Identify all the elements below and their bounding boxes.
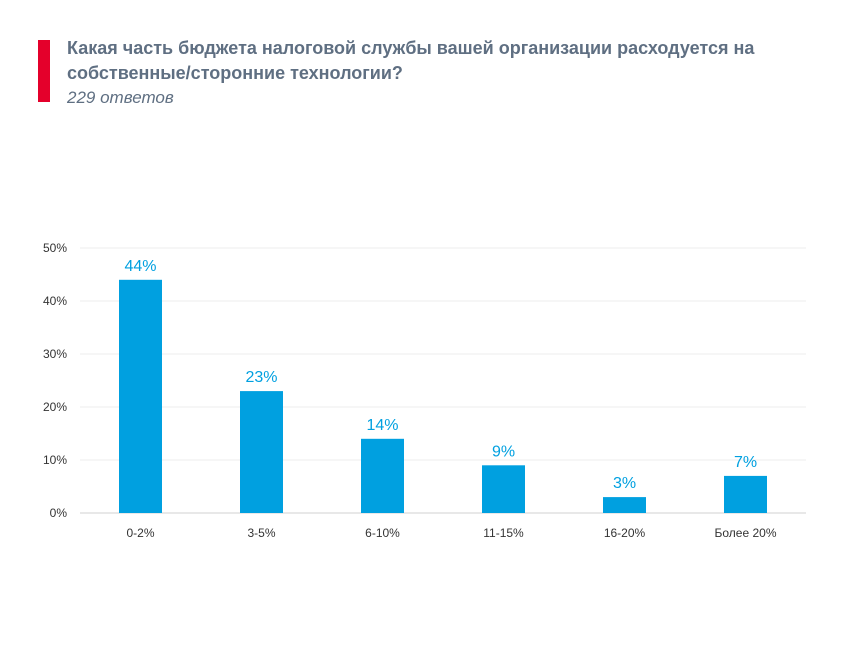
- y-axis-ticks: 0% 10% 20% 30% 40% 50%: [43, 241, 67, 520]
- x-tick-label: 16-20%: [604, 526, 646, 540]
- accent-bar: [38, 40, 50, 102]
- y-tick-label: 10%: [43, 453, 67, 467]
- data-label: 23%: [245, 369, 277, 386]
- bar: [724, 475, 767, 513]
- bar: [482, 465, 525, 513]
- bar: [119, 279, 162, 513]
- x-tick-label: 6-10%: [365, 526, 400, 540]
- value-labels: 44% 23% 14% 9% 3% 7%: [124, 258, 757, 492]
- data-label: 7%: [734, 454, 757, 471]
- data-label: 9%: [492, 443, 515, 460]
- y-tick-label: 30%: [43, 347, 67, 361]
- x-tick-label: 0-2%: [126, 526, 154, 540]
- x-axis-ticks: 0-2% 3-5% 6-10% 11-15% 16-20% Более 20%: [126, 526, 776, 540]
- y-tick-label: 20%: [43, 400, 67, 414]
- response-count: 229 ответов: [67, 88, 174, 107]
- bars: [119, 279, 767, 513]
- data-label: 3%: [613, 475, 636, 492]
- bar: [240, 391, 283, 513]
- y-tick-label: 0%: [50, 506, 68, 520]
- data-label: 44%: [124, 258, 156, 275]
- y-tick-label: 50%: [43, 241, 67, 255]
- data-label: 14%: [366, 417, 398, 434]
- bar: [603, 497, 646, 513]
- grid-lines: [80, 247, 806, 514]
- y-tick-label: 40%: [43, 294, 67, 308]
- x-tick-label: 3-5%: [247, 526, 275, 540]
- x-tick-label: 11-15%: [483, 526, 524, 540]
- chart-title: Какая часть бюджета налоговой службы ваш…: [67, 38, 755, 83]
- bar: [361, 438, 404, 513]
- x-tick-label: Более 20%: [715, 526, 777, 540]
